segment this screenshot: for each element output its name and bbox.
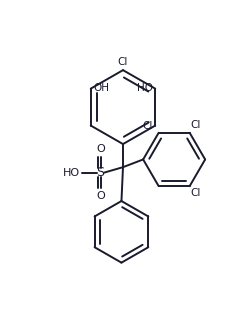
Text: O: O: [96, 191, 105, 201]
Text: OH: OH: [93, 83, 109, 93]
Text: O: O: [96, 144, 105, 154]
Text: Cl: Cl: [118, 57, 128, 67]
Text: Cl: Cl: [190, 188, 201, 198]
Text: Cl: Cl: [143, 121, 153, 131]
Text: HO: HO: [63, 168, 80, 178]
Text: Cl: Cl: [190, 120, 201, 130]
Text: S: S: [96, 166, 105, 179]
Text: HO: HO: [137, 83, 153, 93]
